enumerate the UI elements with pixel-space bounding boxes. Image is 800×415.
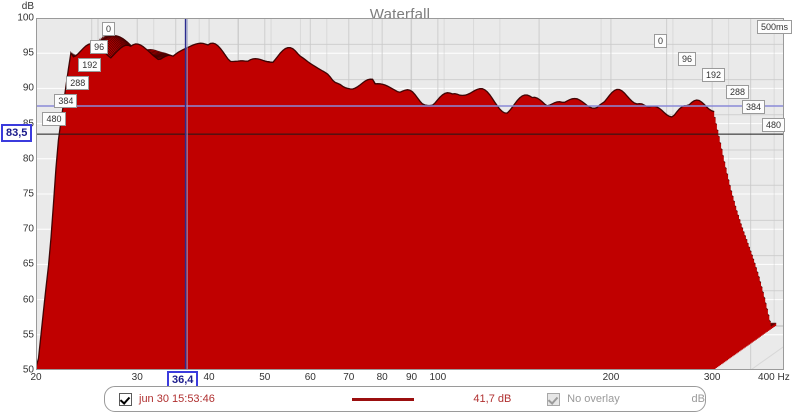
depth-label-left-288: 288: [66, 76, 90, 90]
x-axis-tick: 60: [304, 372, 316, 383]
y-axis-tick: 95: [22, 47, 34, 59]
x-axis-tick: 400 Hz: [758, 372, 790, 383]
y-axis-title: dB: [21, 1, 34, 12]
x-axis-tick: 70: [343, 372, 355, 383]
x-axis-tick: 90: [405, 372, 418, 383]
y-axis-tick: 60: [22, 294, 34, 306]
depth-label-left-384: 384: [54, 94, 78, 108]
cursor-lines: [36, 18, 784, 370]
y-axis-tick: 80: [22, 153, 34, 165]
waterfall-slices: [36, 33, 777, 370]
y-axis-tick: 100: [17, 12, 34, 24]
legend-color-swatch: [328, 387, 438, 411]
y-axis-tick: 85: [23, 118, 34, 129]
x-axis-tick: 200: [602, 372, 620, 383]
measurement-label: jun 30 15:53:46: [139, 393, 215, 405]
x-axis: 20 30 40 50 60 70 80 90 100 200 300 400 Hz: [0, 372, 800, 390]
legend-measurement[interactable]: jun 30 15:53:46: [119, 387, 328, 411]
depth-label-right-0: 0: [654, 34, 668, 48]
x-axis-tick: 40: [203, 372, 215, 383]
depth-label-right-384: 384: [742, 100, 766, 114]
x-axis-tick: 300: [703, 372, 721, 383]
series-color-swatch: [351, 397, 414, 401]
time-span-badge: 500ms: [756, 20, 792, 34]
depth-label-left-96: 96: [90, 40, 109, 54]
y-axis: 100 95 90 85 80 75 70 65 60 55 50: [0, 0, 34, 415]
reference-level-line: [36, 105, 784, 107]
waterfall-plot-area[interactable]: [36, 18, 784, 370]
x-axis-tick: 80: [376, 372, 388, 383]
depth-label-right-192: 192: [702, 68, 726, 82]
level-value: 41,7 dB: [473, 393, 512, 405]
depth-label-right-480: 480: [762, 118, 786, 132]
overlay-label: No overlay: [567, 393, 620, 405]
y-axis-tick: 90: [22, 82, 34, 94]
overlay-checkbox[interactable]: [547, 392, 561, 406]
depth-label-left-0: 0: [102, 22, 116, 36]
y-axis-tick: 75: [22, 188, 34, 200]
y-axis-tick: 55: [22, 329, 34, 341]
y-cursor-readout[interactable]: 83,5: [1, 124, 33, 142]
y-axis-tick: 70: [22, 223, 34, 235]
depth-label-right-288: 288: [726, 85, 750, 99]
legend-overlay-unit: dB: [692, 387, 705, 411]
x-axis-tick: 20: [30, 372, 42, 383]
x-axis-tick: 30: [131, 372, 143, 383]
legend-bar: jun 30 15:53:46 41,7 dB No overlay dB: [104, 386, 706, 412]
measurement-checkbox[interactable]: [119, 392, 132, 406]
depth-label-left-480: 480: [42, 112, 66, 126]
y-axis-tick: 65: [22, 258, 34, 270]
overlay-unit: dB: [691, 393, 705, 405]
x-axis-tick: 100: [429, 372, 447, 383]
depth-label-left-192: 192: [78, 58, 102, 72]
x-axis-tick: 50: [259, 372, 271, 383]
depth-label-right-96: 96: [678, 52, 697, 66]
legend-level: 41,7 dB: [438, 387, 548, 411]
y-axis-tick: 50: [22, 364, 34, 376]
legend-overlay[interactable]: No overlay: [547, 387, 691, 411]
waterfall-surface: [36, 18, 784, 370]
